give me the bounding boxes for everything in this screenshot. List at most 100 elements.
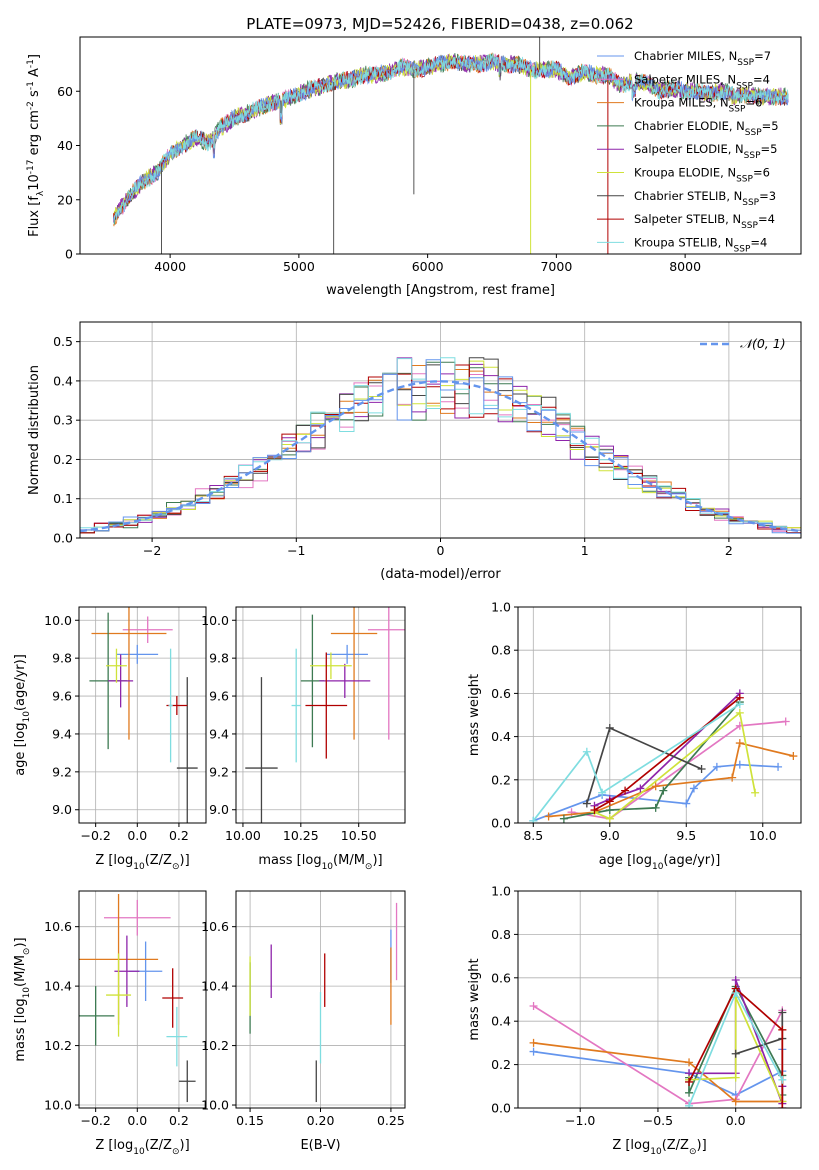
weight-point-marker [682, 799, 691, 808]
weight-point-marker [778, 1025, 787, 1034]
mass_vs_Z-xlabel: Z [log10(Z/Z⊙)] [95, 1138, 189, 1157]
y-tick-label: 10.4 [201, 979, 229, 994]
weight-point-marker [731, 988, 740, 997]
weight_vs_age-xlabel: age [log10(age/yr)] [599, 853, 721, 872]
weight-point-marker [582, 799, 591, 808]
weight-point-marker [685, 1088, 694, 1097]
weight-point-marker [774, 762, 783, 771]
x-tick-label: 2 [725, 543, 733, 558]
weight-point-marker [621, 786, 630, 795]
y-tick-label: 0.3 [53, 413, 73, 428]
weight-point-marker [735, 760, 744, 769]
legend-label: Salpeter STELIB, NSSP=4 [634, 212, 775, 231]
x-tick-label: 0.2 [169, 828, 189, 843]
y-tick-label: 9.8 [52, 651, 72, 666]
y-tick-label: 0.0 [491, 816, 511, 831]
y-tick-label: 0.8 [491, 927, 511, 942]
age_vs_mass-axes: 10.00 10.25 10.50 9.0 9.2 9.4 9.6 9.8 10.0 mass [… [201, 606, 406, 872]
age_vs_Z-xlabel: Z [log10(Z/Z⊙)] [95, 853, 189, 872]
x-tick-label: 0.0 [127, 1113, 147, 1128]
spectrum-ylabel: Flux [fλ10-17 erg cm-2 s-1 A-1] [26, 54, 46, 237]
residuals-xlabel: (data-model)/error [380, 567, 501, 582]
mass_vs_EBV-axes: 0.15 0.20 0.25 10.0 10.2 10.4 10.6 E(B-V) [201, 890, 406, 1153]
legend-label: Salpeter ELODIE, NSSP=5 [634, 142, 777, 161]
age_vs_Z-plot-area [89, 607, 198, 823]
x-tick-label: −1 [287, 543, 305, 558]
y-tick-label: 0.6 [491, 970, 511, 985]
y-tick-label: 0.6 [491, 686, 511, 701]
weight-point-marker [735, 739, 744, 748]
x-tick-label: 9.0 [600, 828, 620, 843]
weight-point-marker [636, 784, 645, 793]
y-tick-label: 9.4 [209, 726, 229, 741]
y-tick-label: 0.0 [491, 1101, 511, 1116]
x-tick-label: 10.00 [225, 828, 261, 843]
x-tick-label: 0.0 [127, 828, 147, 843]
weight-point-marker [731, 975, 740, 984]
weight-point-marker [735, 700, 744, 709]
y-tick-label: 9.6 [209, 689, 229, 704]
y-tick-label: 1.0 [491, 600, 511, 615]
residuals-plot-area [80, 357, 801, 538]
weight-point-marker [559, 814, 568, 823]
x-tick-label: 0 [437, 543, 445, 558]
weight-series-line [533, 1005, 784, 1105]
weight-point-marker [731, 1049, 740, 1058]
legend-label: Kroupa ELODIE, NSSP=6 [634, 166, 770, 185]
y-tick-label: 1.0 [491, 884, 511, 899]
weight_vs_Z-axes: −1.0 −0.5 0.0 0.0 0.2 0.4 0.6 0.8 1.0 Z [log10(Z/… [467, 884, 802, 1157]
weight-point-marker [697, 765, 706, 773]
spectrum-legend: Chabrier MILES, NSSP=7 Salpeter MILES, NS… [597, 49, 779, 254]
y-tick-label: 0.0 [53, 531, 73, 546]
x-tick-label: 4000 [154, 259, 186, 274]
y-tick-label: 0.4 [491, 729, 511, 744]
y-tick-label: 10.0 [44, 613, 72, 628]
y-tick-label: 9.2 [52, 764, 72, 779]
x-tick-label: −0.2 [80, 1113, 110, 1128]
residuals-ylabel: Normed distribution [27, 365, 42, 495]
weight_vs_Z-plot-area [529, 975, 787, 1108]
weight-point-marker [689, 784, 698, 793]
x-tick-label: 0.25 [377, 1113, 405, 1128]
weight_vs_age-axes: 8.5 9.0 9.5 10.0 0.0 0.2 0.4 0.6 0.8 1.0 age [log1… [467, 600, 802, 872]
legend-label: Kroupa STELIB, NSSP=4 [634, 235, 767, 254]
weight_vs_Z-ylabel: mass weight [467, 958, 482, 1040]
age_vs_Z-axes: −0.2 0.0 0.2 9.0 9.2 9.4 9.6 9.8 10.0 Z [log10(Z/… [13, 606, 207, 872]
y-tick-label: 10.2 [201, 1038, 229, 1053]
x-tick-label: −1.0 [565, 1113, 595, 1128]
y-tick-label: 10.6 [44, 919, 72, 934]
age_vs_Z-ylabel: age [log10(age/yr)] [13, 654, 32, 776]
x-tick-label: 0.2 [169, 1113, 189, 1128]
normal-curve [80, 380, 799, 533]
weight-point-marker [605, 814, 614, 823]
weight-point-marker [778, 1008, 787, 1017]
mass_vs_Z-ylabel: mass [log10(M/M⊙)] [13, 937, 32, 1061]
x-tick-label: 9.5 [676, 828, 696, 843]
x-tick-label: 10.25 [283, 828, 319, 843]
y-tick-label: 10.0 [201, 1098, 229, 1113]
y-tick-label: 9.0 [209, 802, 229, 817]
y-tick-label: 0.8 [491, 643, 511, 658]
legend-label: Chabrier ELODIE, NSSP=5 [634, 119, 779, 138]
y-tick-label: 0 [65, 247, 73, 262]
y-tick-label: 0.1 [53, 491, 73, 506]
weight-point-marker [605, 797, 614, 806]
spectrum-axes: 4000 5000 6000 7000 8000 0 20 40 60 wavelength [A… [26, 36, 802, 298]
x-tick-label: −0.2 [80, 828, 110, 843]
weight_vs_age-ylabel: mass weight [467, 674, 482, 756]
y-tick-label: 20 [57, 192, 73, 207]
age_vs_Z-frame [78, 606, 207, 824]
spectrum-plot-area [113, 37, 789, 254]
legend-label: Chabrier MILES, NSSP=7 [634, 49, 771, 68]
x-tick-label: 6000 [412, 259, 444, 274]
y-tick-label: 0.4 [53, 373, 73, 388]
weight-point-marker [731, 1073, 740, 1082]
weight-point-marker [590, 806, 599, 815]
weight-point-marker [685, 1101, 694, 1108]
weight-point-marker [651, 803, 660, 812]
weight-point-marker [751, 788, 760, 797]
y-tick-label: 10.6 [201, 919, 229, 934]
y-tick-label: 9.0 [52, 802, 72, 817]
weight-point-marker [685, 1058, 694, 1067]
